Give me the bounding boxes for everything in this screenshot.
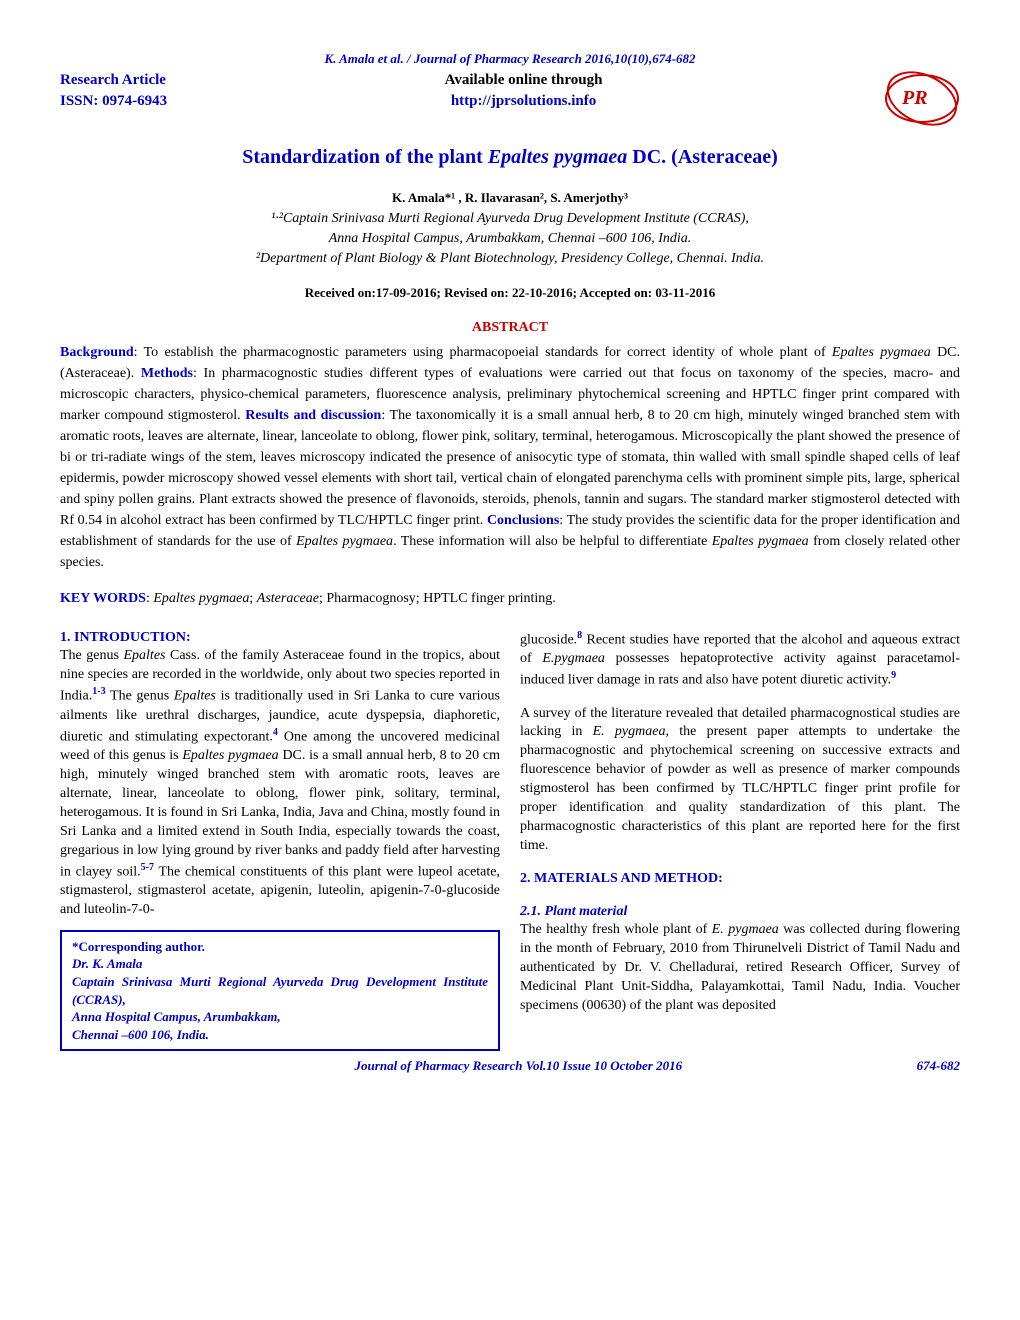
available-text: Available online through	[167, 70, 880, 91]
abstract-body: Background: To establish the pharmacogno…	[60, 342, 960, 573]
header-row: Research Article ISSN: 0974-6943 Availab…	[60, 70, 960, 125]
abstract-heading: ABSTRACT	[60, 318, 960, 338]
kw4: ; Pharmacognosy; HPTLC finger printing.	[319, 591, 556, 606]
background-label: Background	[60, 345, 134, 360]
corresp-l3: Chennai –600 106, India.	[72, 1026, 488, 1044]
methods-label: Methods	[141, 366, 193, 381]
results-text: : The taxonomically it is a small annual…	[60, 408, 960, 528]
body-columns: 1. INTRODUCTION: The genus Epaltes Cass.…	[60, 629, 960, 1052]
logo-text: PR	[902, 84, 928, 112]
plant-material-text: The healthy fresh whole plant of E. pygm…	[520, 921, 960, 1015]
bg-species: Epaltes pygmaea	[832, 345, 931, 360]
intro-p1a: The genus	[60, 648, 123, 663]
article-dates: Received on:17-09-2016; Revised on: 22-1…	[60, 284, 960, 302]
affiliation-2: Anna Hospital Campus, Arumbakkam, Chenna…	[60, 229, 960, 249]
authors: K. Amala*¹ , R. Ilavarasan², S. Amerjoth…	[60, 189, 960, 207]
left-column: 1. INTRODUCTION: The genus Epaltes Cass.…	[60, 629, 500, 1052]
col2-p2: A survey of the literature revealed that…	[520, 705, 960, 856]
corresp-l1: Captain Srinivasa Murti Regional Ayurved…	[72, 973, 488, 1008]
right-column: glucoside.8 Recent studies have reported…	[520, 629, 960, 1052]
intro-p1f: DC. is a small annual herb, 8 to 20 cm h…	[60, 748, 500, 879]
intro-p1c: The genus	[106, 689, 174, 704]
intro-s1: Epaltes	[123, 648, 165, 663]
pm-s: E. pygmaea	[712, 922, 779, 937]
footer-spacer	[60, 1057, 120, 1075]
corresp-l2: Anna Hospital Campus, Arumbakkam,	[72, 1008, 488, 1026]
intro-s3: Epaltes pygmaea	[182, 748, 278, 763]
keywords: KEY WORDS: Epaltes pygmaea; Asteraceae; …	[60, 589, 960, 609]
conclusions-label: Conclusions	[487, 513, 559, 528]
footer-journal: Journal of Pharmacy Research Vol.10 Issu…	[120, 1057, 917, 1075]
header-left: Research Article ISSN: 0974-6943	[60, 70, 167, 112]
ref-5-7[interactable]: 5-7	[141, 862, 154, 873]
kw3: Asteraceae	[257, 591, 319, 606]
journal-url[interactable]: http://jprsolutions.info	[167, 91, 880, 112]
conc-species2: Epaltes pygmaea	[712, 534, 809, 549]
kw2: ;	[249, 591, 256, 606]
materials-heading: 2. MATERIALS AND METHOD:	[520, 870, 960, 889]
col2-p1: glucoside.8 Recent studies have reported…	[520, 629, 960, 691]
kw1: Epaltes pygmaea	[153, 591, 249, 606]
pm-a: The healthy fresh whole plant of	[520, 922, 712, 937]
corresponding-author-box: *Corresponding author. Dr. K. Amala Capt…	[60, 930, 500, 1051]
bg-text: : To establish the pharmacognostic param…	[134, 345, 832, 360]
col2-s2: E. pygmaea	[593, 724, 666, 739]
title-prefix: Standardization of the plant	[242, 146, 488, 168]
journal-logo: PR	[880, 70, 960, 125]
affiliations: ¹·²Captain Srinivasa Murti Regional Ayur…	[60, 209, 960, 268]
intro-paragraph: The genus Epaltes Cass. of the family As…	[60, 647, 500, 919]
col2-p1a: glucoside.	[520, 632, 577, 647]
intro-s2: Epaltes	[174, 689, 216, 704]
ref-9[interactable]: 9	[891, 670, 896, 681]
affiliation-3: ²Department of Plant Biology & Plant Bio…	[60, 249, 960, 269]
article-type: Research Article	[60, 70, 167, 91]
title-suffix: DC. (Asteraceae)	[627, 146, 777, 168]
plant-material-heading: 2.1. Plant material	[520, 903, 960, 922]
title-species: Epaltes pygmaea	[488, 146, 627, 168]
corresp-head: *Corresponding author.	[72, 938, 488, 956]
header-citation: K. Amala et al. / Journal of Pharmacy Re…	[60, 50, 960, 68]
corresp-name: Dr. K. Amala	[72, 955, 488, 973]
header-center: Available online through http://jprsolut…	[167, 70, 880, 112]
introduction-heading: 1. INTRODUCTION:	[60, 629, 500, 648]
footer-pages: 674-682	[917, 1057, 960, 1075]
results-label: Results and discussion	[245, 408, 381, 423]
issn: ISSN: 0974-6943	[60, 91, 167, 112]
keywords-label: KEY WORDS	[60, 591, 146, 606]
ref-1-3[interactable]: 1-3	[92, 686, 105, 697]
paper-title: Standardization of the plant Epaltes pyg…	[60, 143, 960, 171]
col2-p2b: , the present paper attempts to undertak…	[520, 724, 960, 852]
page-footer: Journal of Pharmacy Research Vol.10 Issu…	[60, 1057, 960, 1075]
affiliation-1: ¹·²Captain Srinivasa Murti Regional Ayur…	[60, 209, 960, 229]
conc-text2: . These information will also be helpful…	[393, 534, 712, 549]
col2-s1: E.pygmaea	[542, 651, 605, 666]
conc-species1: Epaltes pygmaea	[296, 534, 393, 549]
